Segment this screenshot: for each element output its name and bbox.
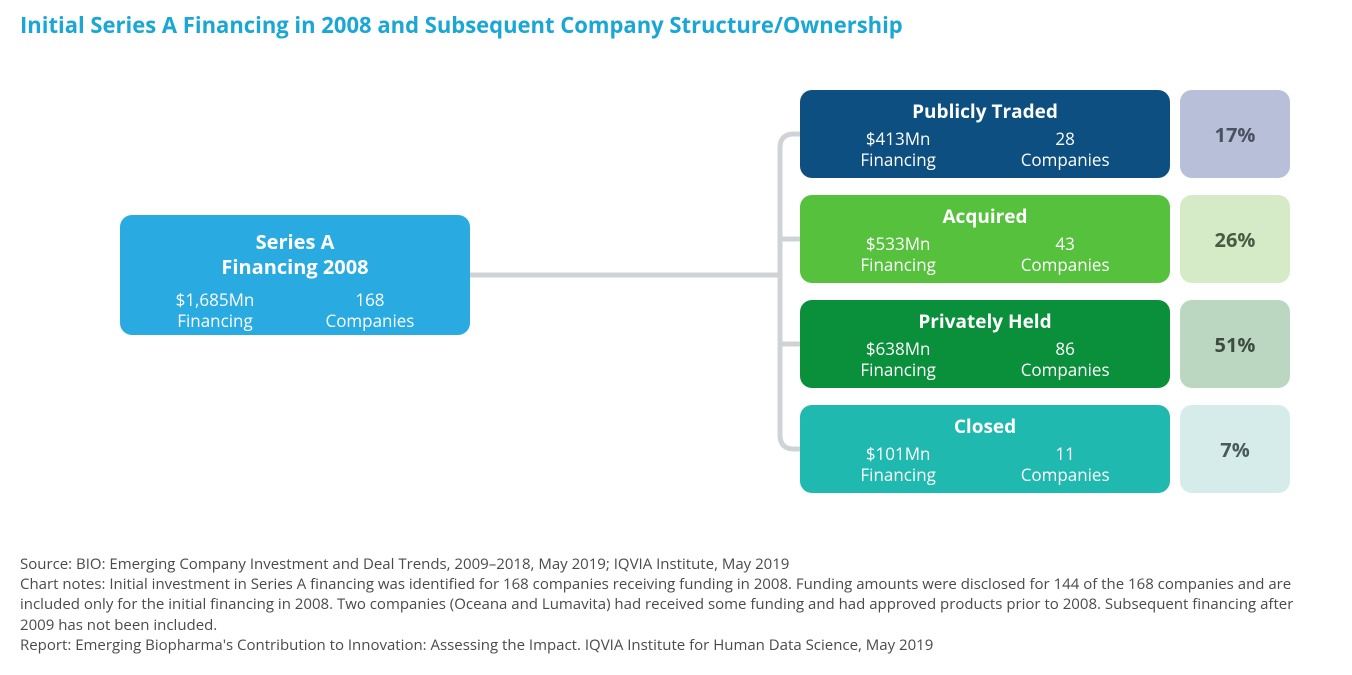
footer-report: Report: Emerging Biopharma's Contributio… xyxy=(20,635,1330,655)
outcome-financing-label: Financing xyxy=(860,463,935,486)
outcome-financing: $638MnFinancing xyxy=(860,338,935,381)
chart-title: Initial Series A Financing in 2008 and S… xyxy=(20,10,1332,40)
outcome-row: Publicly Traded $413MnFinancing 28Companie… xyxy=(800,90,1290,178)
outcome-companies: 28Companies xyxy=(1021,128,1110,171)
outcome-stats: $638MnFinancing 86Companies xyxy=(818,338,1152,381)
outcome-financing: $101MnFinancing xyxy=(860,443,935,486)
flow-diagram: Series A Financing 2008 $1,685Mn Financi… xyxy=(20,90,1332,510)
outcome-financing-amount: $413Mn xyxy=(866,127,931,150)
root-node: Series A Financing 2008 $1,685Mn Financi… xyxy=(120,215,470,335)
outcome-financing-label: Financing xyxy=(860,358,935,381)
root-companies-label: Companies xyxy=(326,309,415,332)
root-financing: $1,685Mn Financing xyxy=(176,289,255,332)
outcome-row: Closed $101MnFinancing 11Companies 7% xyxy=(800,405,1290,493)
outcome-percent: 7% xyxy=(1180,405,1290,493)
outcome-companies-label: Companies xyxy=(1021,463,1110,486)
outcome-financing: $533MnFinancing xyxy=(860,233,935,276)
root-financing-label: Financing xyxy=(177,309,252,332)
root-title-line2: Financing 2008 xyxy=(221,253,368,280)
chart-footer: Source: BIO: Emerging Company Investment… xyxy=(20,554,1330,655)
outcome-financing-label: Financing xyxy=(860,253,935,276)
outcome-stats: $101MnFinancing 11Companies xyxy=(818,443,1152,486)
outcome-title: Acquired xyxy=(818,203,1152,229)
outcome-companies-count: 43 xyxy=(1055,232,1074,255)
outcome-companies-label: Companies xyxy=(1021,358,1110,381)
footer-source: Source: BIO: Emerging Company Investment… xyxy=(20,554,1330,574)
outcome-node: Privately Held $638MnFinancing 86Companies xyxy=(800,300,1170,388)
connector-lines xyxy=(470,90,800,510)
outcome-companies: 86Companies xyxy=(1021,338,1110,381)
outcome-companies: 11Companies xyxy=(1021,443,1110,486)
outcome-node: Closed $101MnFinancing 11Companies xyxy=(800,405,1170,493)
outcome-financing-amount: $101Mn xyxy=(866,442,931,465)
outcome-title: Privately Held xyxy=(818,308,1152,334)
outcome-node: Publicly Traded $413MnFinancing 28Companie… xyxy=(800,90,1170,178)
outcome-node: Acquired $533MnFinancing 43Companies xyxy=(800,195,1170,283)
outcome-companies-count: 86 xyxy=(1055,337,1074,360)
root-companies-count: 168 xyxy=(355,288,384,311)
outcome-row: Acquired $533MnFinancing 43Companies 26% xyxy=(800,195,1290,283)
root-node-stats: $1,685Mn Financing 168 Companies xyxy=(140,289,450,332)
outcome-title: Closed xyxy=(818,413,1152,439)
outcome-companies: 43Companies xyxy=(1021,233,1110,276)
outcome-stats: $413MnFinancing 28Companies xyxy=(818,128,1152,171)
root-companies: 168 Companies xyxy=(326,289,415,332)
root-financing-amount: $1,685Mn xyxy=(176,288,255,311)
outcome-stats: $533MnFinancing 43Companies xyxy=(818,233,1152,276)
root-title-line1: Series A xyxy=(256,228,335,255)
outcome-companies-count: 28 xyxy=(1055,127,1074,150)
outcome-companies-count: 11 xyxy=(1055,442,1074,465)
outcome-companies-label: Companies xyxy=(1021,148,1110,171)
outcome-financing: $413MnFinancing xyxy=(860,128,935,171)
outcome-row: Privately Held $638MnFinancing 86Companies… xyxy=(800,300,1290,388)
outcome-financing-amount: $533Mn xyxy=(866,232,931,255)
outcome-financing-label: Financing xyxy=(860,148,935,171)
footer-notes: Chart notes: Initial investment in Serie… xyxy=(20,574,1330,635)
outcome-percent: 26% xyxy=(1180,195,1290,283)
root-node-title: Series A Financing 2008 xyxy=(140,229,450,279)
outcome-percent: 51% xyxy=(1180,300,1290,388)
outcome-financing-amount: $638Mn xyxy=(866,337,931,360)
outcome-title: Publicly Traded xyxy=(818,98,1152,124)
outcome-percent: 17% xyxy=(1180,90,1290,178)
outcome-companies-label: Companies xyxy=(1021,253,1110,276)
